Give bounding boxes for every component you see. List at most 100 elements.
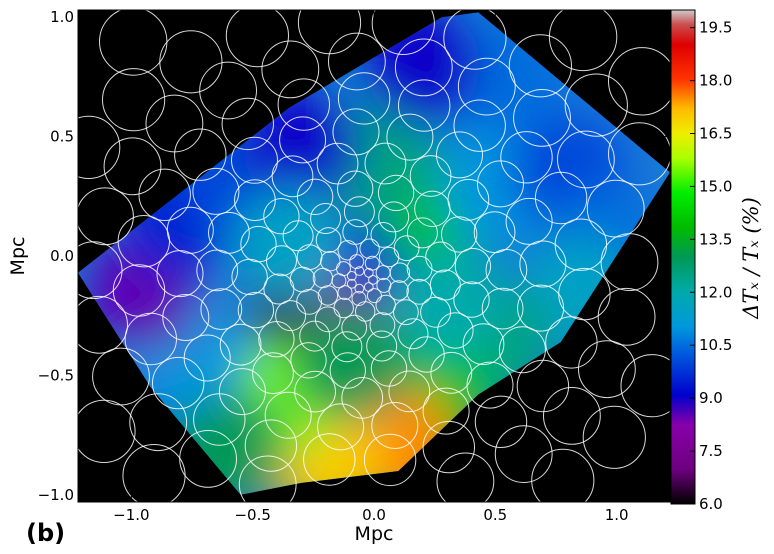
bin-circle	[342, 219, 369, 245]
bin-circle	[370, 222, 397, 248]
bin-circle	[354, 266, 365, 276]
bin-circle	[485, 249, 528, 291]
bin-circle	[393, 235, 420, 262]
bin-circle	[481, 287, 524, 330]
bin-circle	[534, 171, 588, 225]
bin-circle	[70, 295, 128, 354]
bin-circle	[199, 61, 258, 120]
bin-circle	[192, 167, 240, 215]
x-tick-label: 1.0	[605, 506, 629, 524]
bin-circle	[297, 0, 362, 55]
bin-circle	[437, 312, 474, 349]
x-axis-label: Mpc	[355, 523, 394, 545]
bin-circle	[290, 342, 327, 379]
bin-circle	[474, 395, 528, 448]
bin-circle	[377, 174, 415, 212]
bin-circle	[519, 240, 567, 288]
bin-circle	[237, 291, 275, 329]
bin-circle	[266, 245, 297, 277]
bin-circle	[320, 251, 341, 272]
bin-circle	[371, 0, 435, 55]
bin-circle	[422, 420, 475, 474]
bin-circle	[332, 108, 380, 156]
bin-circle	[498, 326, 546, 374]
map-region	[231, 186, 348, 303]
bin-circle	[102, 68, 166, 132]
bin-circle	[271, 155, 314, 198]
bin-circle	[264, 391, 312, 439]
x-tick-label: −0.5	[234, 506, 270, 524]
bin-circle	[337, 240, 358, 261]
bin-circle	[398, 79, 451, 132]
bin-circle	[337, 170, 374, 207]
bin-circle	[219, 323, 262, 366]
colorbar-tick-label: 18.0	[699, 72, 732, 90]
bin-circle	[531, 448, 595, 512]
bin-circle	[57, 115, 121, 179]
bin-circle	[337, 285, 353, 301]
bin-circle	[505, 197, 553, 245]
bin-circle	[364, 142, 407, 185]
y-axis-label: Mpc	[7, 237, 29, 276]
x-tick-label: 0.5	[483, 506, 507, 524]
bin-circle	[513, 89, 571, 147]
bin-circle	[425, 241, 457, 273]
bin-circle	[346, 271, 357, 281]
x-tick-label: −1.0	[113, 506, 149, 524]
bin-circle	[447, 178, 490, 221]
bin-circle	[557, 130, 615, 189]
map-region	[291, 305, 408, 422]
bin-circle	[422, 387, 470, 435]
bin-circle	[457, 57, 516, 116]
bin-circle	[443, 6, 507, 70]
bin-circle	[436, 131, 483, 179]
colorbar-tick-label: 16.5	[699, 125, 732, 143]
bin-circle	[193, 393, 246, 446]
colorbar-tick-label: 10.5	[699, 336, 732, 354]
bin-circle	[343, 196, 375, 228]
bin-circle	[441, 216, 478, 253]
bin-circle	[225, 3, 289, 68]
bin-circle	[378, 246, 400, 268]
temperature-map	[78, 12, 670, 495]
y-axis-ticks: −1.0 −0.5 0.0 0.5 1.0	[38, 8, 670, 504]
map-regions	[85, 12, 663, 495]
colorbar-label: ΔTₓ / Tₓ (%)	[739, 197, 763, 320]
bin-circle	[156, 250, 204, 298]
bin-circle	[346, 278, 357, 289]
bin-circle	[597, 287, 656, 346]
bin-circle	[543, 387, 601, 445]
bin-circle	[389, 262, 411, 283]
bin-circle	[366, 330, 398, 362]
bin-circle	[508, 34, 573, 98]
bin-circle	[303, 433, 356, 486]
colorbar-tick-label: 7.5	[699, 442, 723, 460]
bin-circle	[453, 99, 506, 152]
bin-circle	[378, 201, 410, 233]
map-region	[388, 245, 505, 362]
bin-circle	[296, 178, 334, 216]
bin-circle	[473, 211, 516, 254]
bin-circle	[234, 179, 276, 222]
bin-circle	[393, 299, 419, 326]
bin-circle	[310, 203, 342, 234]
bin-circle	[179, 430, 238, 488]
bin-circle	[252, 352, 294, 395]
y-tick-label: −0.5	[38, 366, 74, 384]
bin-circle	[103, 137, 162, 196]
bin-circle	[454, 247, 492, 285]
x-tick-label: 0.0	[362, 506, 386, 524]
bin-circle	[263, 198, 300, 235]
bin-circle	[99, 7, 168, 76]
bin-circle	[337, 72, 391, 125]
bin-circle	[364, 255, 380, 271]
bin-circle	[329, 352, 366, 389]
bin-circle	[124, 312, 178, 366]
bin-circle	[162, 294, 210, 341]
bin-circle	[218, 368, 266, 416]
bin-circle	[494, 425, 553, 484]
colorbar-tick-label: 19.5	[699, 19, 732, 37]
bin-circle	[371, 402, 419, 449]
bin-circle	[238, 455, 297, 514]
